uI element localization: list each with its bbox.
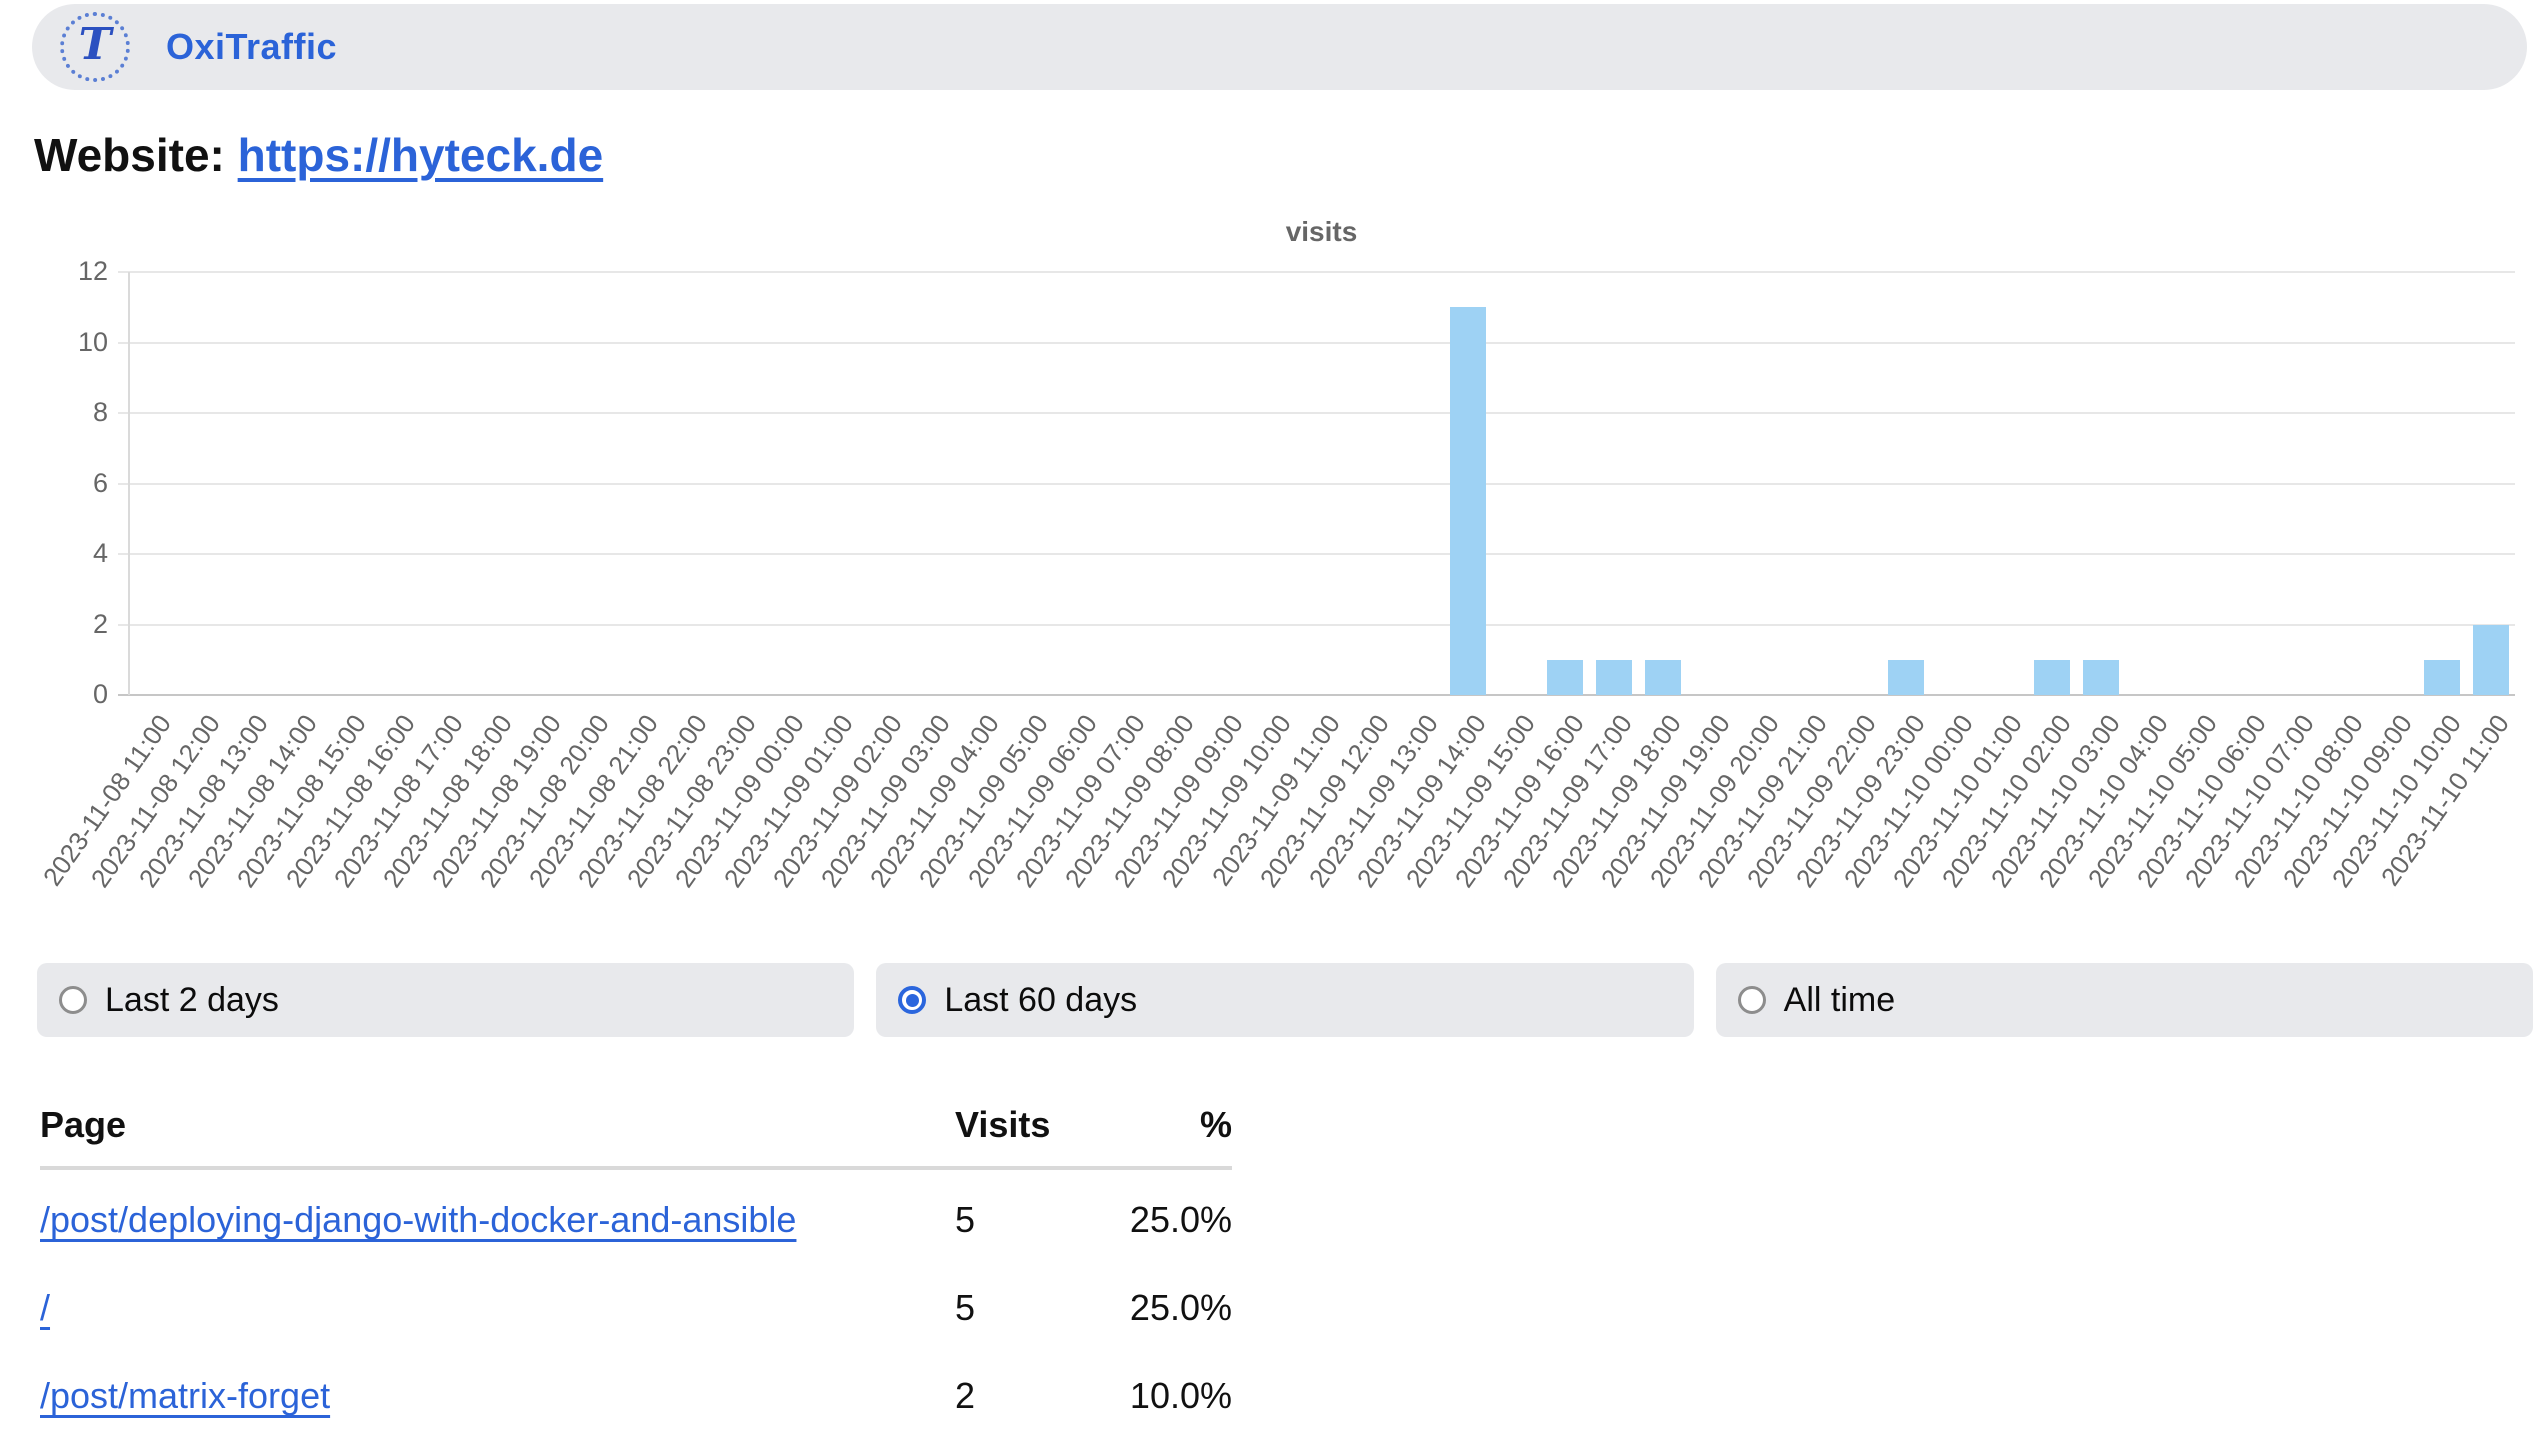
page-link[interactable]: /post/matrix-forget xyxy=(40,1375,331,1416)
visits-chart: visits 0 2 4 6 8 10 12 2023-11-08 11:00 2023-11-… xyxy=(0,210,2543,960)
visits-percent: 25.0% xyxy=(1129,1199,1232,1240)
visits-count: 5 xyxy=(955,1199,976,1240)
y-axis-tick-label: 12 xyxy=(77,256,108,286)
gridline-y-8 xyxy=(118,412,2515,414)
time-range-option-last-60-days[interactable]: Last 60 days xyxy=(876,963,1694,1037)
radio-selected-icon xyxy=(898,986,927,1014)
y-axis-tick-label: 4 xyxy=(92,538,108,568)
pages-table: Page Visits % /post/deploying-django-wit… xyxy=(40,1104,1232,1434)
gridline-y-10 xyxy=(118,341,2515,344)
gridline-y-0 xyxy=(118,694,2515,696)
app-title: OxiTraffic xyxy=(166,26,338,67)
table-header-row: Page Visits % xyxy=(40,1104,1232,1170)
column-header-page: Page xyxy=(40,1104,127,1145)
gridline-y-4 xyxy=(118,553,2515,555)
time-range-option-all-time[interactable]: All time xyxy=(1715,963,2533,1037)
app-header-bar: T OxiTraffic xyxy=(32,4,2527,90)
website-heading: Website: https://hyteck.de xyxy=(34,128,603,182)
column-header-visits: Visits xyxy=(955,1104,1051,1145)
y-axis-tick-label: 10 xyxy=(77,326,108,357)
table-body: /post/deploying-django-with-docker-and-a… xyxy=(40,1170,1232,1434)
website-link[interactable]: https://hyteck.de xyxy=(237,129,604,181)
radio-unselected-icon xyxy=(1737,986,1766,1014)
visits-bar xyxy=(1547,659,1584,695)
y-axis-tick-label: 0 xyxy=(92,679,108,709)
y-axis-tick-label: 8 xyxy=(92,397,108,427)
oxitraffic-logo-icon: T xyxy=(60,12,130,82)
visits-bar xyxy=(1644,659,1681,695)
page-link[interactable]: / xyxy=(40,1287,51,1328)
time-range-option-label: All time xyxy=(1783,980,1896,1019)
visits-bar xyxy=(1449,307,1486,695)
visits-bar xyxy=(2423,659,2460,695)
y-axis-tick-label: 2 xyxy=(92,608,108,639)
visits-percent: 25.0% xyxy=(1129,1287,1232,1328)
visits-bar xyxy=(1888,659,1925,695)
column-header-percent: % xyxy=(1199,1104,1232,1145)
time-range-option-last-2-days[interactable]: Last 2 days xyxy=(37,963,855,1037)
time-range-selector: Last 2 days Last 60 days All time xyxy=(37,963,2533,1037)
page-link[interactable]: /post/deploying-django-with-docker-and-a… xyxy=(40,1199,797,1240)
time-range-option-label: Last 2 days xyxy=(105,980,279,1019)
visits-percent: 10.0% xyxy=(1129,1375,1232,1416)
website-label: Website: xyxy=(34,129,225,181)
gridline-y-6 xyxy=(118,482,2515,485)
visits-count: 2 xyxy=(955,1375,976,1416)
gridline-y-12 xyxy=(118,271,2515,273)
chart-title: visits xyxy=(1285,216,1358,247)
visits-bar xyxy=(2034,659,2071,695)
y-axis-line xyxy=(128,272,130,695)
visits-count: 5 xyxy=(955,1287,976,1328)
time-range-option-label: Last 60 days xyxy=(944,980,1138,1019)
visits-bar xyxy=(2082,659,2119,695)
visits-bar xyxy=(1595,659,1632,695)
gridline-y-2 xyxy=(118,623,2515,626)
table-row: /post/matrix-forget 2 10.0% xyxy=(40,1352,1232,1434)
y-axis-tick-label: 6 xyxy=(92,467,108,498)
table-row: / 5 25.0% xyxy=(40,1264,1232,1352)
logo-letter: T xyxy=(78,19,112,70)
table-row: /post/deploying-django-with-docker-and-a… xyxy=(40,1176,1232,1264)
radio-unselected-icon xyxy=(59,986,87,1014)
visits-bar xyxy=(2472,624,2509,695)
